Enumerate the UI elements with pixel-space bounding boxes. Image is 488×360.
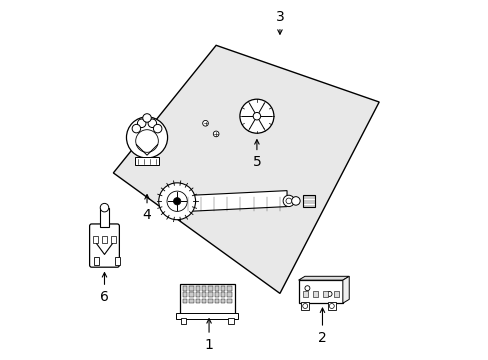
Circle shape	[153, 124, 162, 133]
Bar	[303, 194, 315, 207]
Bar	[298, 280, 342, 303]
Bar	[202, 286, 206, 291]
Text: 4: 4	[142, 195, 151, 222]
Circle shape	[213, 131, 219, 137]
Circle shape	[305, 286, 309, 291]
Bar	[221, 292, 225, 297]
Bar	[202, 299, 206, 303]
Bar	[300, 302, 309, 310]
Circle shape	[159, 183, 195, 220]
Bar	[221, 286, 225, 291]
Bar	[100, 208, 108, 227]
Polygon shape	[177, 191, 286, 212]
Circle shape	[136, 130, 158, 152]
Bar	[214, 286, 219, 291]
Text: 5: 5	[252, 140, 261, 169]
Polygon shape	[298, 276, 348, 280]
Bar	[208, 286, 212, 291]
Bar	[323, 291, 327, 297]
Bar	[202, 292, 206, 297]
Bar	[94, 257, 99, 265]
Bar	[134, 157, 159, 165]
Bar	[333, 291, 338, 297]
Circle shape	[173, 198, 181, 205]
Circle shape	[285, 198, 291, 204]
Circle shape	[253, 112, 260, 120]
Polygon shape	[342, 276, 348, 303]
Text: 2: 2	[318, 308, 326, 345]
Bar	[227, 292, 231, 297]
Text: 1: 1	[204, 319, 213, 352]
Circle shape	[302, 303, 307, 309]
Circle shape	[148, 119, 156, 127]
Circle shape	[328, 303, 334, 309]
Circle shape	[167, 191, 187, 211]
Bar	[302, 291, 307, 297]
Bar	[195, 292, 200, 297]
Circle shape	[283, 195, 294, 207]
Circle shape	[326, 292, 331, 296]
Circle shape	[100, 203, 108, 212]
Bar	[183, 299, 187, 303]
Bar	[214, 299, 219, 303]
Bar	[102, 237, 106, 243]
Bar	[183, 292, 187, 297]
Bar	[327, 302, 335, 310]
Bar	[189, 286, 193, 291]
Bar	[208, 292, 212, 297]
Text: 6: 6	[100, 273, 109, 304]
Polygon shape	[113, 45, 378, 293]
Bar	[176, 313, 238, 319]
Bar	[227, 299, 231, 303]
Circle shape	[240, 99, 273, 133]
Bar	[189, 299, 193, 303]
Bar	[183, 286, 187, 291]
Bar	[180, 318, 186, 324]
Circle shape	[291, 197, 300, 205]
Bar	[93, 237, 98, 243]
Bar	[214, 292, 219, 297]
Circle shape	[132, 124, 141, 133]
Bar	[111, 237, 115, 243]
FancyBboxPatch shape	[89, 224, 119, 267]
Bar	[228, 318, 234, 324]
Circle shape	[126, 117, 167, 158]
Bar	[227, 286, 231, 291]
Circle shape	[137, 119, 145, 127]
Bar	[312, 291, 317, 297]
Bar	[115, 257, 120, 265]
Bar	[195, 286, 200, 291]
Bar	[221, 299, 225, 303]
Bar	[180, 284, 234, 314]
Text: 3: 3	[275, 10, 284, 34]
Bar	[208, 299, 212, 303]
Circle shape	[202, 121, 208, 126]
Bar	[195, 299, 200, 303]
Bar	[189, 292, 193, 297]
Circle shape	[142, 114, 151, 122]
